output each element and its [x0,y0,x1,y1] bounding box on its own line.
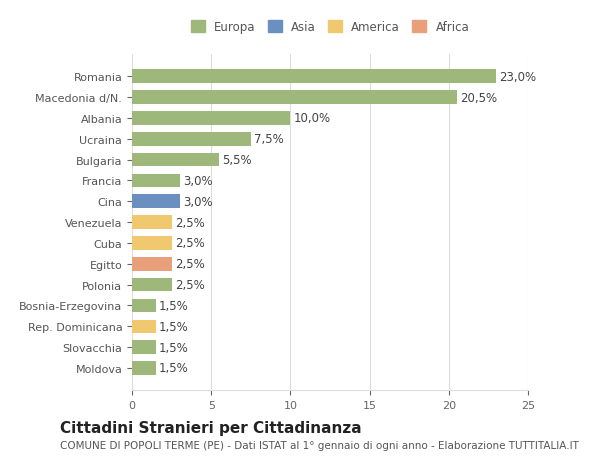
Bar [132,341,156,354]
Text: 20,5%: 20,5% [460,91,497,104]
Text: 2,5%: 2,5% [175,216,205,229]
Text: 23,0%: 23,0% [499,71,536,84]
Text: 10,0%: 10,0% [293,112,331,125]
Bar [132,112,290,125]
Text: 2,5%: 2,5% [175,279,205,291]
Text: 1,5%: 1,5% [159,299,188,312]
Text: 1,5%: 1,5% [159,320,188,333]
Bar [132,278,172,292]
Bar [132,195,179,208]
Text: COMUNE DI POPOLI TERME (PE) - Dati ISTAT al 1° gennaio di ogni anno - Elaborazio: COMUNE DI POPOLI TERME (PE) - Dati ISTAT… [60,440,579,450]
Text: 3,0%: 3,0% [182,174,212,188]
Legend: Europa, Asia, America, Africa: Europa, Asia, America, Africa [187,17,473,38]
Bar [132,91,457,105]
Bar [132,257,172,271]
Bar [132,70,496,84]
Text: 5,5%: 5,5% [222,154,252,167]
Text: 7,5%: 7,5% [254,133,284,146]
Text: 1,5%: 1,5% [159,341,188,354]
Bar [132,320,156,333]
Text: 3,0%: 3,0% [182,196,212,208]
Text: Cittadini Stranieri per Cittadinanza: Cittadini Stranieri per Cittadinanza [60,420,362,435]
Bar [132,361,156,375]
Bar [132,237,172,250]
Bar [132,133,251,146]
Bar [132,174,179,188]
Bar [132,299,156,313]
Text: 2,5%: 2,5% [175,237,205,250]
Text: 2,5%: 2,5% [175,257,205,271]
Bar [132,216,172,230]
Text: 1,5%: 1,5% [159,362,188,375]
Bar [132,153,219,167]
